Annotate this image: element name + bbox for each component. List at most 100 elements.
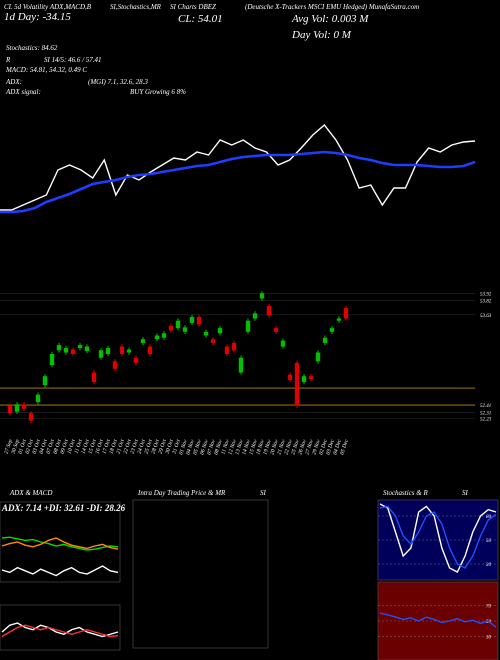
y-tick-label: 52.41 — [480, 404, 491, 409]
x-tick-label: 15 Nov — [248, 438, 259, 455]
x-tick-label: 20 Nov — [269, 438, 280, 455]
candle-body — [105, 348, 111, 354]
panel-title: Stochastics & R — [383, 489, 428, 497]
panel — [0, 604, 121, 651]
stat-text: ADX: — [5, 78, 22, 86]
y-tick-label: 52.31 — [480, 411, 491, 416]
header-text: CL: 54.01 — [178, 13, 223, 25]
price-line — [0, 150, 476, 214]
y-tick-label: 70 — [486, 604, 492, 609]
x-tick-label: 27 Sep — [4, 439, 14, 455]
candle-body — [28, 413, 34, 421]
panel-subtitle: ADX: 7.14 +DI: 32.61 -DI: 28.26 — [1, 503, 126, 513]
y-tick-label: 53.82 — [480, 300, 492, 305]
panel-title: ADX & MACD — [9, 489, 52, 497]
x-tick-label: 30 Oct — [164, 438, 175, 455]
candle-body — [77, 345, 83, 349]
candle-body — [203, 331, 209, 336]
candle-body — [7, 405, 13, 414]
candle-body — [154, 335, 160, 340]
stat-text: Stochastics: 84.62 — [6, 44, 58, 52]
x-tick-label: 18 Nov — [255, 438, 266, 455]
x-tick-label: 22 Nov — [283, 438, 294, 455]
candle-body — [343, 308, 349, 319]
x-tick-label: 13 Nov — [234, 438, 245, 455]
candle-body — [287, 374, 293, 380]
y-tick-label: 80 — [486, 515, 492, 520]
x-tick-label: 23 Oct — [130, 438, 140, 454]
y-tick-label: 50 — [486, 539, 492, 544]
header-text: 1d Day: -34.15 — [4, 11, 71, 23]
candle-body — [182, 327, 188, 332]
candle-body — [329, 328, 335, 332]
x-tick-label: 11 Oct — [74, 438, 84, 454]
candle-body — [70, 349, 76, 354]
candle-body — [308, 376, 314, 380]
panel-title: Intra Day Trading Price & MR — [137, 489, 226, 497]
stat-text: ADX signal: — [5, 88, 41, 96]
x-tick-label: 26 Nov — [297, 438, 308, 455]
y-tick-label: 52.23 — [480, 417, 492, 422]
panel-title: SI — [260, 489, 267, 497]
candle-body — [91, 372, 97, 383]
x-tick-label: 01 Nov — [178, 438, 189, 455]
x-tick-label: 31 Oct — [171, 438, 182, 455]
x-tick-label: 08 Oct — [53, 438, 63, 454]
x-tick-label: 04 Nov — [184, 438, 196, 456]
stat-text: R — [5, 56, 11, 64]
indicator-line — [1, 537, 119, 550]
x-tick-label: 25 Nov — [290, 438, 301, 455]
x-tick-label: 21 Oct — [116, 438, 126, 454]
x-tick-label: 29 Oct — [158, 438, 168, 454]
candle-body — [224, 346, 230, 354]
stat-text: (MGI) 7.1, 32.6, 28.3 — [88, 78, 148, 86]
header-text: Avg Vol: 0.003 M — [291, 13, 369, 25]
x-tick-label: 27 Nov — [304, 438, 315, 455]
candle-body — [280, 340, 286, 347]
candle-body — [301, 376, 307, 383]
x-tick-label: 15 Oct — [88, 438, 98, 454]
candle-body — [49, 354, 55, 366]
candle-body — [168, 325, 174, 331]
stat-text: MACD: 54.81, 54.32, 0.49 C — [5, 66, 87, 74]
header-text: Day Vol: 0 M — [291, 29, 352, 41]
x-tick-label: 02 Dec — [318, 438, 329, 455]
x-tick-label: 21 Nov — [276, 438, 287, 455]
candle-body — [42, 376, 48, 386]
candle-body — [84, 346, 90, 352]
x-tick-label: 24 Oct — [136, 438, 147, 455]
candle-body — [294, 362, 300, 406]
x-tick-label: 10 Oct — [67, 438, 77, 454]
candle-body — [196, 317, 202, 325]
candle-body — [189, 317, 195, 323]
candle-body — [210, 339, 216, 343]
x-tick-label: 12 Nov — [227, 438, 238, 455]
indicator-line — [1, 624, 119, 638]
candle-body — [315, 352, 321, 362]
candle-body — [175, 320, 181, 329]
header-text: CL 5d Volatility ADX,MACD,B — [4, 3, 92, 11]
x-tick-label: 04 Dec — [331, 438, 343, 456]
candle-body — [245, 320, 251, 332]
x-tick-label: 22 Oct — [123, 438, 133, 454]
x-tick-label: 25 Oct — [144, 438, 154, 454]
candle-body — [231, 342, 237, 351]
candle-body — [147, 346, 153, 354]
x-tick-label: 04 Oct — [38, 438, 49, 455]
x-tick-label: 05 Dec — [339, 438, 350, 455]
candle-body — [336, 318, 342, 321]
indicator-line — [379, 612, 497, 628]
y-tick-label: 30 — [486, 636, 492, 641]
candle-body — [119, 346, 125, 354]
x-tick-label: 29 Nov — [311, 438, 322, 455]
panel — [132, 499, 269, 649]
x-tick-label: 05 Nov — [192, 438, 203, 455]
candle-body — [14, 404, 20, 412]
candle-body — [63, 348, 69, 353]
y-tick-label: 53.92 — [480, 292, 492, 297]
candle-body — [266, 305, 272, 316]
x-tick-label: 06 Nov — [199, 438, 210, 455]
indicator-line — [379, 505, 497, 569]
header-text: SI,Stochastics,MR — [110, 3, 162, 11]
x-tick-label: 30 Sep — [10, 439, 21, 456]
